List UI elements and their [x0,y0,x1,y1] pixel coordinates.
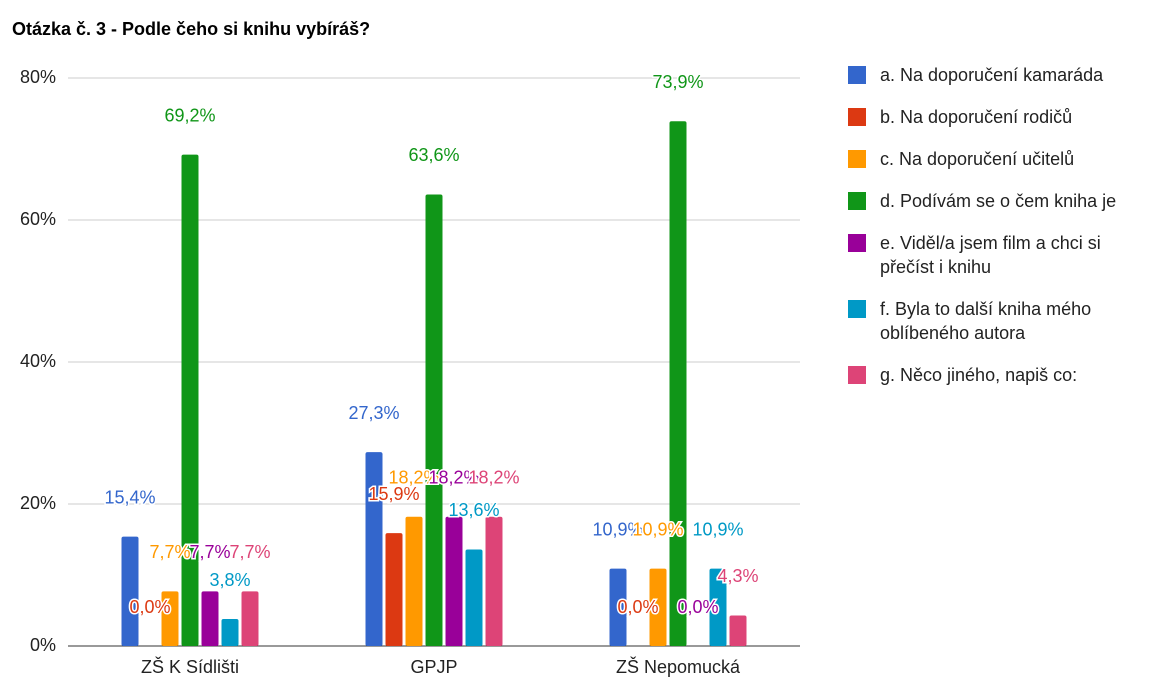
data-label: 15,4% [104,487,155,507]
data-label: 3,8% [209,570,250,590]
bar [729,615,747,646]
data-label: 7,7% [149,542,190,562]
bar [241,591,259,646]
data-label: 63,6% [408,145,459,165]
bar [161,591,179,646]
y-tick-label: 80% [20,67,56,87]
data-label: 4,3% [717,566,758,586]
legend-item: f. Byla to další kniha mého oblíbeného a… [848,297,1138,345]
data-label: 15,9% [368,484,419,504]
data-label: 0,0% [677,597,718,617]
legend-item: c. Na doporučení učitelů [848,147,1138,171]
legend-item: b. Na doporučení rodičů [848,105,1138,129]
bar [405,516,423,646]
data-label: 18,2% [428,468,479,488]
legend-label: a. Na doporučení kamaráda [880,65,1104,85]
bar [609,568,627,646]
data-label: 69,2% [164,105,215,125]
bar [649,568,667,646]
data-label: 18,2% [468,468,519,488]
bar [425,194,443,646]
bar [709,568,727,646]
legend-label: g. Něco jiného, napiš co: [880,365,1078,385]
legend-swatch [848,300,866,318]
data-label: 10,9% [592,519,643,539]
bar [445,516,463,646]
data-label: 0,0% [617,597,658,617]
bar [485,516,503,646]
legend-swatch [848,66,866,84]
chart: Otázka č. 3 - Podle čeho si knihu vybírá… [12,19,800,677]
legend-item: d. Podívám se o čem kniha je [848,189,1138,213]
y-tick-label: 0% [30,635,56,655]
legend-label: e. Viděl/a jsem film a chci si přečíst i… [880,233,1101,277]
y-tick-label: 60% [20,209,56,229]
bar [201,591,219,646]
bar [121,536,139,646]
x-tick-label: ZŠ Nepomucká [616,656,741,677]
data-label: 0,0% [129,597,170,617]
chart-title: Otázka č. 3 - Podle čeho si knihu vybírá… [12,19,370,39]
data-label: 7,7% [189,542,230,562]
y-tick-label: 40% [20,351,56,371]
data-label: 7,7% [229,542,270,562]
legend-label: c. Na doporučení učitelů [880,149,1075,169]
data-label: 10,9% [692,519,743,539]
data-label: 73,9% [652,72,703,92]
legend-swatch [848,234,866,252]
data-label: 10,9% [632,519,683,539]
legend-label: d. Podívám se o čem kniha je [880,191,1117,211]
bar [181,154,199,646]
data-label: 18,2% [388,468,439,488]
bar [365,452,383,646]
legend-swatch [848,366,866,384]
legend-item: a. Na doporučení kamaráda [848,63,1138,87]
bar [669,121,687,646]
legend-swatch [848,150,866,168]
bar [465,549,483,646]
legend-label: b. Na doporučení rodičů [880,107,1073,127]
data-label: 13,6% [448,500,499,520]
legend-item: e. Viděl/a jsem film a chci si přečíst i… [848,231,1138,279]
y-tick-label: 20% [20,493,56,513]
x-tick-label: ZŠ K Sídlišti [141,656,239,677]
bar [221,619,239,646]
legend-swatch [848,192,866,210]
legend-label: f. Byla to další kniha mého oblíbeného a… [880,299,1092,343]
bar [385,533,403,646]
legend-item: g. Něco jiného, napiš co: [848,363,1138,387]
legend: a. Na doporučení kamaráda b. Na doporučen… [848,63,1138,405]
legend-swatch [848,108,866,126]
x-tick-label: GPJP [410,657,457,677]
data-label: 27,3% [348,403,399,423]
